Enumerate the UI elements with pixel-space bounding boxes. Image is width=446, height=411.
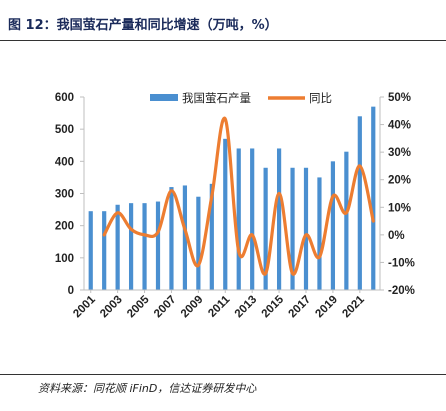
x-tick-label: 2009 bbox=[179, 294, 206, 321]
bar bbox=[88, 211, 93, 290]
bar bbox=[142, 203, 147, 290]
x-tick-label: 2011 bbox=[206, 293, 233, 320]
right-tick-label: 0% bbox=[388, 230, 405, 242]
bar bbox=[155, 201, 161, 290]
right-tick-label: 50% bbox=[388, 92, 411, 104]
right-tick-label: 40% bbox=[388, 120, 411, 132]
title-rule bbox=[0, 40, 446, 41]
bar bbox=[115, 204, 120, 290]
left-tick-label: 100 bbox=[55, 253, 74, 265]
bar bbox=[128, 203, 134, 290]
bar bbox=[317, 177, 322, 290]
bar-series bbox=[88, 106, 376, 291]
left-tick-label: 400 bbox=[55, 156, 74, 168]
source-note: 资料来源：同花顺 iFinD，信达证券研发中心 bbox=[38, 382, 257, 395]
left-tick-label: 300 bbox=[55, 189, 74, 201]
bar bbox=[102, 211, 107, 290]
legend-line-label: 同比 bbox=[309, 92, 332, 105]
bar bbox=[250, 148, 255, 290]
legend: 我国萤石产量 同比 bbox=[150, 91, 332, 105]
bar bbox=[236, 148, 241, 290]
bar bbox=[330, 161, 336, 290]
bar bbox=[371, 106, 376, 291]
bar bbox=[276, 148, 282, 290]
bar bbox=[263, 167, 268, 290]
x-tick-label: 2003 bbox=[98, 294, 125, 321]
x-tick-label: 2015 bbox=[260, 293, 287, 320]
left-tick-label: 200 bbox=[55, 221, 74, 233]
bar bbox=[182, 185, 188, 290]
bar bbox=[209, 183, 214, 290]
right-tick-label: -20% bbox=[388, 285, 415, 297]
x-tick-label: 2001 bbox=[71, 293, 98, 320]
bar bbox=[196, 196, 201, 290]
right-tick-label: 20% bbox=[388, 175, 411, 187]
bar bbox=[357, 116, 362, 290]
x-tick-label: 2013 bbox=[233, 294, 260, 321]
bar bbox=[303, 167, 309, 290]
legend-bar-swatch bbox=[150, 94, 178, 101]
bar bbox=[344, 151, 349, 290]
left-tick-label: 500 bbox=[55, 124, 74, 136]
x-tick-label: 2019 bbox=[313, 294, 340, 321]
chart-title: 图 12：我国萤石产量和同比增速（万吨，%） bbox=[8, 18, 278, 33]
left-tick-label: 0 bbox=[68, 285, 74, 297]
bar bbox=[290, 167, 295, 290]
right-tick-label: -10% bbox=[388, 257, 415, 269]
source-rule bbox=[0, 374, 446, 375]
growth-line bbox=[102, 116, 375, 276]
bar bbox=[223, 138, 228, 290]
right-tick-label: 30% bbox=[388, 147, 411, 159]
chart: 0 100 200 300 400 500 600 -20% -10% 0% 10% 20% 30% 40… bbox=[55, 91, 415, 321]
x-tick-label: 2021 bbox=[340, 293, 367, 320]
left-tick-label: 600 bbox=[55, 92, 74, 104]
x-tick-label: 2005 bbox=[125, 293, 152, 320]
x-tick-label: 2007 bbox=[152, 294, 179, 321]
line-series bbox=[102, 116, 375, 276]
x-tick-label: 2017 bbox=[287, 294, 314, 321]
legend-bar-label: 我国萤石产量 bbox=[182, 91, 251, 105]
right-tick-label: 10% bbox=[388, 202, 411, 214]
bar bbox=[169, 187, 174, 290]
